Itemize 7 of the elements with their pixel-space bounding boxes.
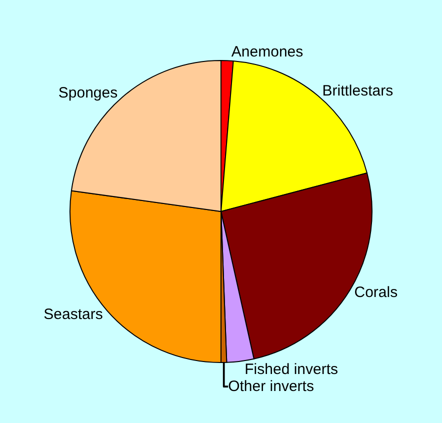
slice-label: Anemones [231,44,304,61]
slice-label: Other inverts [228,378,314,396]
slice-label: Seastars [44,306,103,323]
slice-label: Sponges [58,84,118,102]
slice-label: Fished inverts [244,361,338,378]
slice-label: Brittlestars [322,82,394,100]
slice-label: Corals [354,284,398,301]
